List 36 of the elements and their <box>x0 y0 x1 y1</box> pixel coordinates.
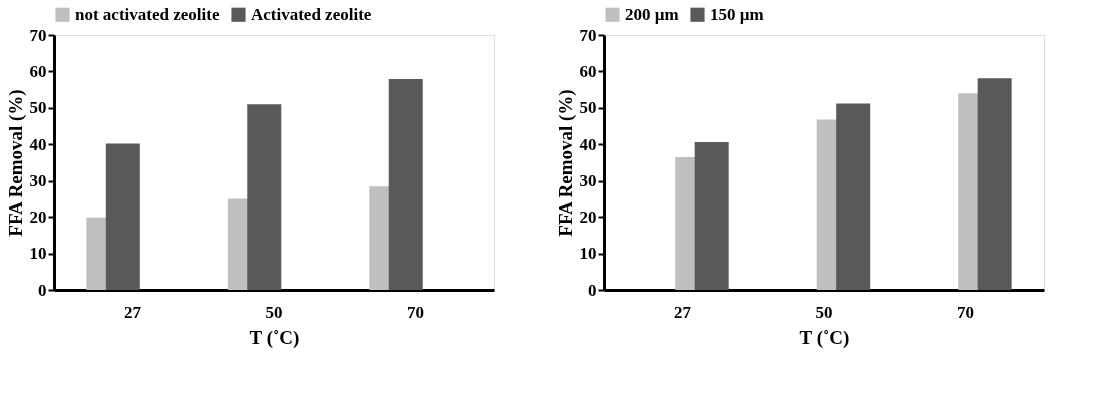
legend-label: 150 µm <box>710 4 764 24</box>
y-tick-label: 30 <box>29 171 47 191</box>
y-tick-label: 60 <box>29 61 47 81</box>
bar <box>836 103 871 290</box>
y-tick-label: 0 <box>38 280 47 300</box>
x-tick-label: 50 <box>265 302 283 322</box>
x-tick-label: 70 <box>406 302 424 322</box>
y-axis-title: FFA Removal (%) <box>4 89 27 237</box>
y-tick-label: 30 <box>579 171 597 191</box>
x-axis-title: T (˚C) <box>249 326 300 349</box>
bar <box>105 143 140 290</box>
x-tick-label: 70 <box>956 302 974 322</box>
legend-label: 200 µm <box>625 4 679 24</box>
y-tick-label: 0 <box>588 280 597 300</box>
legend-label: Activated zeolite <box>251 4 372 24</box>
bar <box>694 142 729 290</box>
y-tick-label: 20 <box>29 207 47 227</box>
y-tick-label: 10 <box>579 244 597 264</box>
bar <box>388 79 423 290</box>
x-axis-title: T (˚C) <box>799 326 850 349</box>
y-tick-label: 10 <box>29 244 47 264</box>
y-tick-label: 70 <box>29 25 47 45</box>
y-tick-label: 50 <box>579 98 597 118</box>
bar <box>977 78 1012 290</box>
y-tick-label: 70 <box>579 25 597 45</box>
legend-label: not activated zeolite <box>75 4 220 24</box>
y-tick-label: 60 <box>579 61 597 81</box>
y-tick-label: 50 <box>29 98 47 118</box>
x-tick-label: 27 <box>674 302 692 322</box>
x-tick-label: 27 <box>124 302 142 322</box>
x-tick-label: 50 <box>815 302 833 322</box>
bar <box>247 104 282 290</box>
y-tick-label: 40 <box>29 134 47 154</box>
y-tick-label: 20 <box>579 207 597 227</box>
y-tick-label: 40 <box>579 134 597 154</box>
y-axis-title: FFA Removal (%) <box>554 89 577 237</box>
